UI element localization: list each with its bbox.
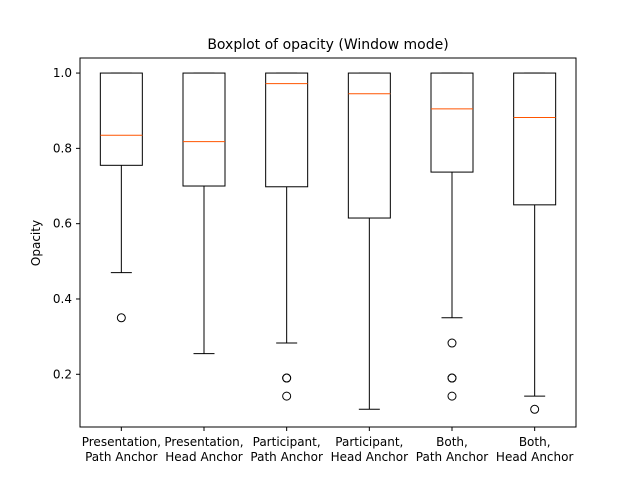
x-tick-label-line: Head Anchor [331,450,409,464]
x-tick-label: Both, Head Anchor [496,435,574,464]
x-tick-label: Both, Path Anchor [416,435,489,464]
box [430,72,474,173]
y-tick-label: 0.6 [53,217,72,231]
x-tick-label: Presentation, Head Anchor [164,435,243,464]
outlier-point [530,404,540,414]
y-tick-label: 0.4 [53,292,72,306]
x-tick-label-line: Path Anchor [85,450,158,464]
x-tick-label: Participant, Path Anchor [250,435,323,464]
outlier-point [447,338,457,348]
box [265,72,309,188]
outlier-point [282,373,292,383]
x-tick-label-line: Both, [436,435,468,449]
x-tick-label-line: Path Anchor [250,450,323,464]
box [347,72,391,219]
x-tick-label-line: Participant, [335,435,403,449]
outlier-point [447,373,457,383]
chart-title: Boxplot of opacity (Window mode) [207,37,448,53]
x-tick-label-line: Participant, [253,435,321,449]
x-tick-label: Presentation, Path Anchor [82,435,161,464]
outlier-point [447,391,457,401]
x-tick-label-line: Presentation, [164,435,243,449]
box [182,72,226,187]
outlier-point [116,313,126,323]
outlier-point [282,391,292,401]
y-axis-label: Opacity [29,220,43,266]
x-tick-label-line: Path Anchor [416,450,489,464]
x-tick-label: Participant, Head Anchor [331,435,409,464]
x-tick-label-line: Both, [519,435,551,449]
y-tick-label: 1.0 [53,66,72,80]
y-tick-label: 0.8 [53,141,72,155]
box [99,72,143,166]
x-tick-label-line: Head Anchor [496,450,574,464]
x-tick-label-line: Presentation, [82,435,161,449]
y-tick-label: 0.2 [53,367,72,381]
axes-frame [79,57,577,428]
box [513,72,557,206]
x-tick-label-line: Head Anchor [165,450,243,464]
